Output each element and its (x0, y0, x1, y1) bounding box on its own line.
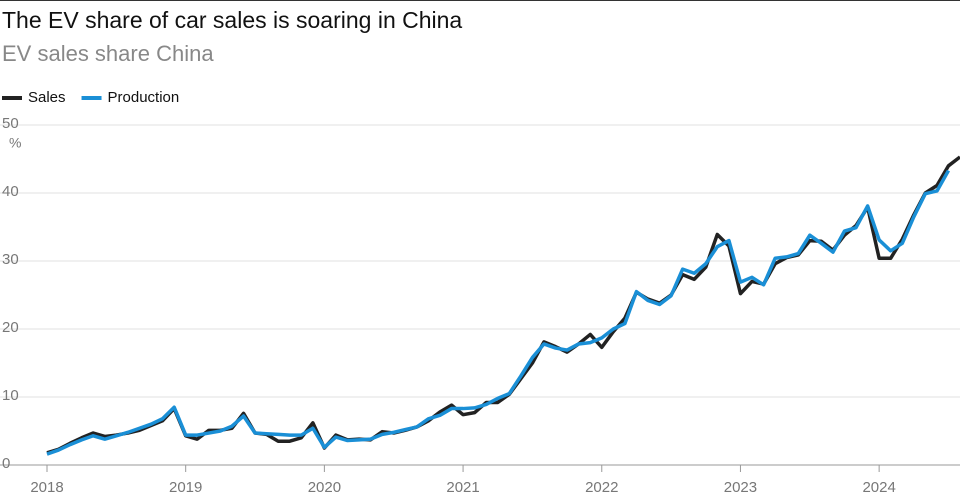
y-tick-label: 10 (2, 387, 19, 404)
y-tick-label: 0 (2, 455, 10, 472)
y-tick-label: 20 (2, 319, 19, 336)
y-unit: % (9, 135, 21, 151)
y-tick-label: 40 (2, 183, 19, 200)
chart-subtitle: EV sales share China (2, 41, 214, 66)
legend-label: Sales (28, 89, 66, 106)
x-tick-label: 2020 (308, 479, 341, 496)
series-line (46, 155, 960, 455)
x-tick-label: 2022 (585, 479, 618, 496)
x-tick-label: 2018 (30, 479, 63, 496)
series-line (46, 169, 951, 456)
x-tick-label: 2019 (169, 479, 202, 496)
y-tick-label: 50 (2, 115, 19, 132)
x-tick-label: 2024 (862, 479, 895, 496)
x-tick-label: 2023 (724, 479, 757, 496)
x-tick-label: 2021 (446, 479, 479, 496)
y-tick-label: 30 (2, 251, 19, 268)
chart-title: The EV share of car sales is soaring in … (2, 7, 462, 33)
legend-label: Production (108, 89, 180, 106)
